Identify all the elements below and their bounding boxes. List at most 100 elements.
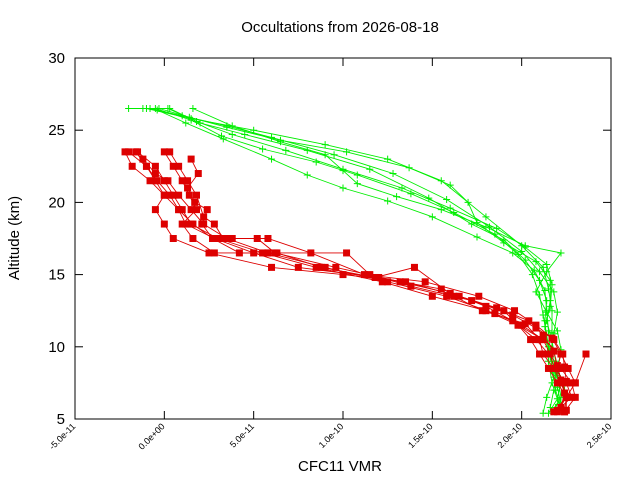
data-point-plus xyxy=(330,151,338,159)
data-point-square xyxy=(189,235,197,242)
data-point-square xyxy=(557,364,565,372)
data-point-plus xyxy=(543,317,551,325)
data-point-square xyxy=(378,278,386,286)
data-point-square xyxy=(151,170,159,178)
data-point-square xyxy=(550,336,558,344)
data-point-square xyxy=(437,285,445,293)
data-point-square xyxy=(550,364,558,372)
x-tick-label: 2.5e-10 xyxy=(585,421,614,450)
data-point-square xyxy=(318,263,326,271)
x-tick-label: 0.0e+00 xyxy=(136,421,166,451)
data-point-plus xyxy=(384,155,392,163)
data-point-plus xyxy=(509,249,517,257)
data-point-plus xyxy=(303,171,311,179)
data-point-square xyxy=(493,304,501,312)
data-point-square xyxy=(561,408,569,416)
series-line xyxy=(169,151,565,408)
data-point-square xyxy=(571,393,579,401)
data-point-square xyxy=(271,249,279,257)
data-point-square xyxy=(509,311,517,319)
data-point-square xyxy=(532,321,540,329)
data-point-plus xyxy=(553,395,561,403)
data-point-plus xyxy=(500,239,508,247)
data-point-plus xyxy=(446,204,454,212)
x-tick-label: 1.5e-10 xyxy=(406,421,435,450)
series-line xyxy=(142,158,573,411)
data-point-square xyxy=(264,235,272,242)
data-point-square xyxy=(571,379,579,387)
series-line xyxy=(192,108,562,408)
series-line xyxy=(124,151,576,413)
data-point-plus xyxy=(276,136,284,144)
data-point-plus xyxy=(389,170,397,178)
data-point-plus xyxy=(155,105,163,113)
data-point-square xyxy=(396,278,404,286)
data-point-plus xyxy=(398,184,406,192)
data-point-square xyxy=(491,310,499,318)
data-point-plus xyxy=(259,145,267,153)
data-series xyxy=(155,105,565,417)
data-point-square xyxy=(151,206,159,214)
data-point-square xyxy=(175,206,183,214)
data-point-plus xyxy=(539,311,547,319)
data-series xyxy=(132,148,570,416)
data-point-plus xyxy=(557,249,565,257)
data-point-plus xyxy=(366,165,374,173)
data-point-plus xyxy=(521,242,529,250)
series-line xyxy=(163,151,567,411)
data-point-plus xyxy=(384,197,392,205)
data-point-square xyxy=(228,235,236,242)
data-series xyxy=(139,155,576,414)
data-point-square xyxy=(475,292,483,300)
data-point-square xyxy=(421,278,429,286)
data-series xyxy=(184,155,590,387)
data-point-square xyxy=(209,235,217,242)
data-point-square xyxy=(307,249,315,257)
x-axis-label: CFC11 VMR xyxy=(298,458,382,475)
data-point-square xyxy=(146,177,154,185)
data-point-square xyxy=(562,393,570,401)
data-point-square xyxy=(160,148,168,156)
plot-area xyxy=(121,105,590,417)
data-point-plus xyxy=(532,288,540,296)
data-series xyxy=(160,148,570,414)
data-point-plus xyxy=(446,181,454,189)
data-point-plus xyxy=(548,281,556,289)
data-point-plus xyxy=(353,180,361,188)
data-point-square xyxy=(553,406,561,414)
data-point-square xyxy=(568,393,576,401)
data-point-square xyxy=(410,263,418,271)
data-series xyxy=(134,148,579,416)
data-point-square xyxy=(407,282,415,290)
series-line xyxy=(135,151,567,412)
data-point-square xyxy=(203,206,211,214)
data-point-square xyxy=(371,273,379,281)
x-tick-label: 5.0e-11 xyxy=(228,421,256,449)
y-tick-label: 30 xyxy=(48,50,65,67)
data-point-plus xyxy=(464,198,472,206)
data-point-square xyxy=(178,220,186,228)
data-point-square xyxy=(546,350,554,358)
x-tick-label: 2.0e-10 xyxy=(495,421,524,450)
data-point-square xyxy=(532,336,540,344)
data-point-square xyxy=(478,307,486,315)
data-point-square xyxy=(151,162,159,170)
data-point-plus xyxy=(546,276,554,284)
data-point-square xyxy=(536,336,544,344)
data-point-square xyxy=(160,177,168,185)
data-point-square xyxy=(198,220,206,228)
data-point-square xyxy=(468,297,476,305)
data-point-square xyxy=(343,249,351,257)
data-point-plus xyxy=(312,158,320,166)
y-axis-label: Altitude (km) xyxy=(6,196,23,280)
data-point-square xyxy=(443,292,451,300)
data-point-plus xyxy=(228,131,236,139)
data-point-square xyxy=(450,292,458,300)
data-point-square xyxy=(192,191,200,199)
data-point-square xyxy=(402,278,410,286)
data-point-plus xyxy=(219,135,227,143)
data-point-square xyxy=(550,408,558,416)
data-point-square xyxy=(553,362,561,370)
data-point-square xyxy=(169,162,177,170)
